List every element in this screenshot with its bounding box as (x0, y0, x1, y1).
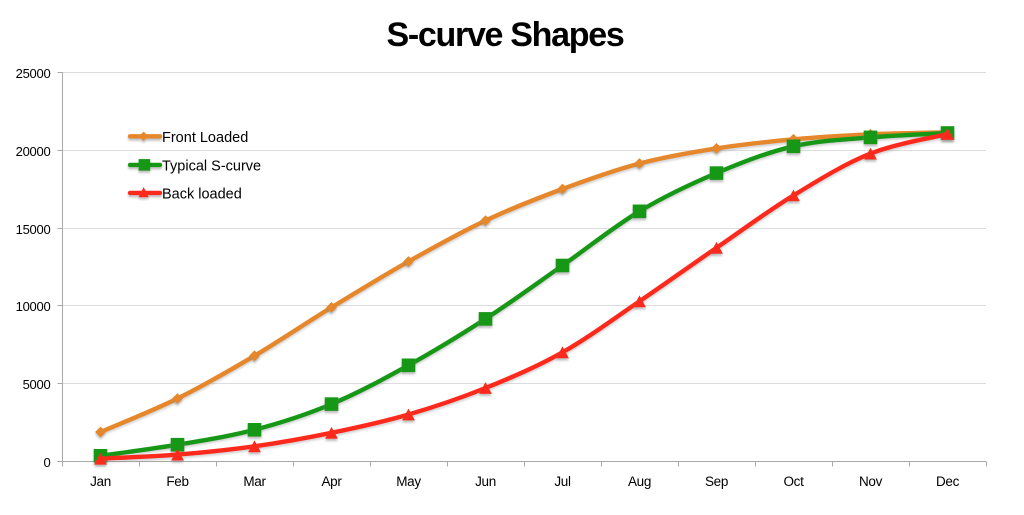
svg-text:Jul: Jul (554, 474, 571, 489)
svg-text:Jan: Jan (90, 474, 111, 489)
svg-text:25000: 25000 (16, 66, 51, 81)
svg-text:Typical S-curve: Typical S-curve (162, 158, 261, 174)
svg-text:Mar: Mar (243, 474, 266, 489)
svg-text:Nov: Nov (859, 474, 883, 489)
svg-text:Dec: Dec (936, 474, 960, 489)
svg-text:S-curve Shapes: S-curve Shapes (387, 16, 624, 54)
svg-text:Front Loaded: Front Loaded (162, 130, 248, 146)
svg-text:15000: 15000 (16, 222, 51, 237)
svg-text:Back loaded: Back loaded (162, 186, 242, 202)
svg-text:May: May (396, 474, 421, 489)
svg-text:Jun: Jun (475, 474, 496, 489)
svg-text:Feb: Feb (166, 474, 188, 489)
svg-text:5000: 5000 (23, 377, 51, 392)
svg-text:Sep: Sep (705, 474, 728, 489)
svg-text:Apr: Apr (321, 474, 342, 489)
svg-text:Aug: Aug (628, 474, 651, 489)
svg-text:0: 0 (44, 455, 51, 470)
svg-text:Oct: Oct (783, 474, 804, 489)
svg-text:10000: 10000 (16, 299, 51, 314)
svg-text:20000: 20000 (16, 144, 51, 159)
